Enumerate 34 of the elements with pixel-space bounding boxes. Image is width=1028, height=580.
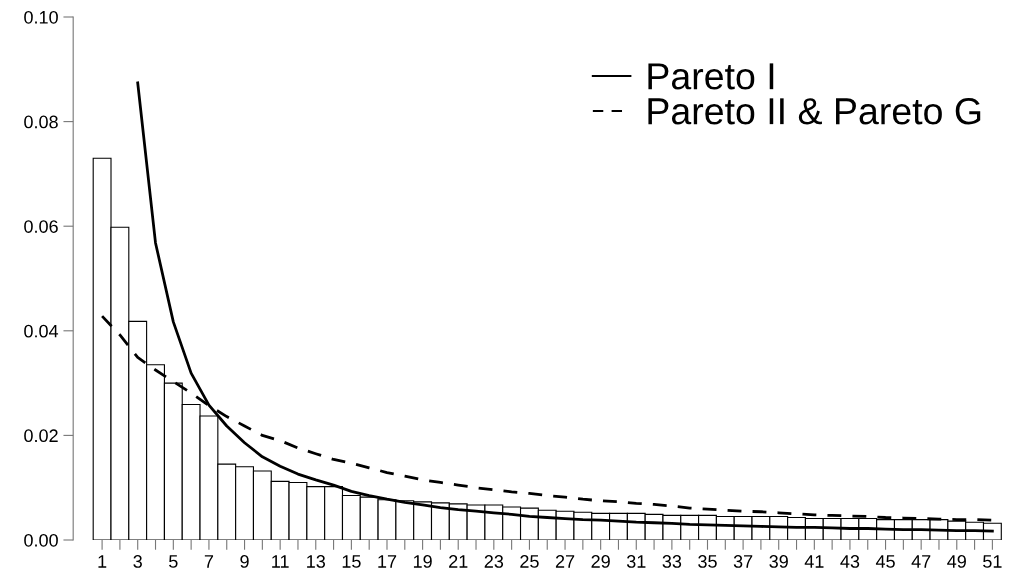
y-tick-label: 0.06	[24, 220, 58, 233]
legend-label: Pareto I	[648, 63, 774, 90]
x-tick-label: 25	[520, 555, 539, 568]
x-tick-label: 21	[449, 555, 468, 568]
x-tick-label: 35	[698, 555, 717, 568]
x-tick-label: 9	[240, 555, 249, 568]
y-tick-label: 0.00	[24, 533, 58, 547]
y-tick-label: 0.10	[24, 10, 58, 24]
x-tick-label: 49	[947, 555, 966, 568]
y-tick-label: 0.08	[24, 115, 58, 129]
x-tick-label: 47	[911, 555, 931, 568]
x-tick-label: 11	[272, 555, 289, 568]
legend-label: Pareto II & Pareto G	[648, 97, 981, 125]
x-tick-label: 29	[591, 555, 610, 568]
x-tick-label: 15	[342, 555, 361, 568]
y-tick-label: 0.02	[24, 429, 58, 443]
x-tick-label: 7	[204, 555, 214, 568]
x-tick-label: 37	[733, 555, 753, 568]
x-tick-label: 31	[626, 555, 646, 568]
x-tick-label: 5	[169, 555, 178, 568]
x-tick-label: 1	[98, 555, 107, 568]
x-tick-label: 45	[875, 555, 895, 568]
y-tick-label: 0.04	[24, 324, 59, 338]
x-tick-label: 33	[662, 555, 682, 568]
x-tick-label: 43	[840, 555, 860, 568]
x-tick-label: 17	[378, 555, 397, 568]
x-tick-label: 19	[413, 555, 432, 568]
x-tick-label: 27	[555, 555, 575, 568]
x-tick-label: 51	[983, 555, 1002, 568]
x-tick-label: 41	[804, 555, 824, 568]
x-tick-label: 39	[769, 555, 788, 568]
x-tick-label: 23	[484, 555, 504, 568]
x-tick-label: 3	[133, 555, 142, 568]
x-tick-label: 13	[307, 555, 326, 568]
